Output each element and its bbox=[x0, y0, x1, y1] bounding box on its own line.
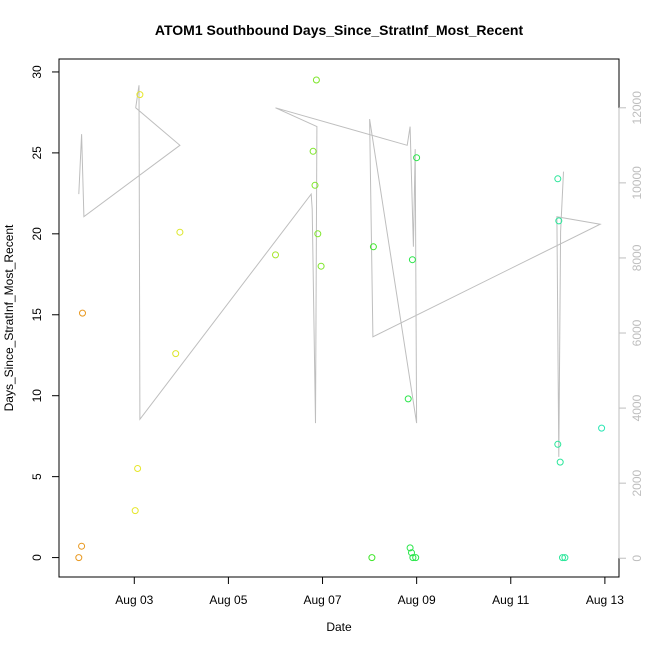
data-point bbox=[368, 554, 376, 562]
data-point bbox=[78, 542, 86, 550]
data-point bbox=[172, 350, 180, 358]
data-point bbox=[413, 154, 421, 162]
data-point bbox=[176, 228, 184, 236]
data-point bbox=[556, 458, 564, 466]
y2-tick-label: 6000 bbox=[630, 319, 644, 346]
secondary-line-layer bbox=[78, 85, 602, 457]
secondary-series-line bbox=[78, 85, 602, 457]
plot-frame bbox=[58, 58, 620, 578]
data-point bbox=[554, 175, 562, 183]
data-point bbox=[75, 554, 83, 562]
y-tick-label: 15 bbox=[30, 308, 44, 322]
point-layer bbox=[75, 76, 606, 562]
data-point bbox=[406, 544, 414, 552]
x-tick-label: Aug 13 bbox=[586, 593, 624, 607]
data-point bbox=[369, 243, 377, 251]
x-tick-label: Aug 03 bbox=[115, 593, 153, 607]
y-tick-label: 10 bbox=[30, 389, 44, 403]
x-tick-label: Aug 11 bbox=[492, 593, 529, 607]
data-point bbox=[408, 549, 415, 557]
y-axis-left: 0 5 10 15 20 25 30 bbox=[30, 65, 60, 561]
x-tick-label: Aug 09 bbox=[398, 593, 436, 607]
data-point bbox=[408, 256, 416, 264]
y-tick-label: 0 bbox=[30, 554, 44, 561]
y2-tick-label: 2000 bbox=[630, 469, 644, 496]
y2-tick-label: 10000 bbox=[630, 166, 644, 200]
x-tick-label: Aug 07 bbox=[304, 593, 342, 607]
data-point bbox=[561, 554, 569, 562]
data-point bbox=[317, 262, 325, 270]
data-point bbox=[555, 217, 563, 225]
data-point bbox=[598, 424, 606, 432]
x-tick-label: Aug 05 bbox=[209, 593, 247, 607]
data-point bbox=[311, 181, 319, 189]
data-point bbox=[272, 251, 279, 259]
data-point bbox=[314, 230, 322, 238]
y-tick-label: 20 bbox=[30, 227, 44, 241]
y2-tick-label: 12000 bbox=[630, 91, 644, 125]
data-point bbox=[136, 91, 144, 99]
data-point bbox=[131, 507, 139, 515]
y-tick-label: 30 bbox=[30, 65, 44, 79]
x-axis: Aug 03 Aug 05 Aug 07 Aug 09 Aug 11 Aug 13 bbox=[115, 576, 624, 607]
y-tick-label: 25 bbox=[30, 146, 44, 160]
data-point bbox=[554, 440, 562, 448]
data-point bbox=[79, 309, 86, 317]
data-point bbox=[309, 147, 317, 155]
data-point bbox=[404, 395, 412, 403]
data-point bbox=[409, 554, 417, 562]
y2-tick-label: 8000 bbox=[630, 244, 644, 271]
y2-tick-label: 4000 bbox=[630, 394, 644, 421]
y-tick-label: 5 bbox=[30, 473, 44, 480]
y-axis-label: Days_Since_StratInf_Most_Recent bbox=[2, 224, 16, 411]
data-point bbox=[559, 554, 566, 562]
y-axis-right: 0 2000 4000 6000 8000 10000 12000 bbox=[618, 91, 644, 562]
data-point bbox=[134, 465, 142, 472]
x-axis-label: Date bbox=[326, 620, 352, 634]
data-point bbox=[312, 76, 320, 84]
y2-tick-label: 0 bbox=[630, 555, 644, 562]
chart-title: ATOM1 Southbound Days_Since_StratInf_Mos… bbox=[155, 22, 524, 38]
data-point bbox=[412, 554, 420, 562]
